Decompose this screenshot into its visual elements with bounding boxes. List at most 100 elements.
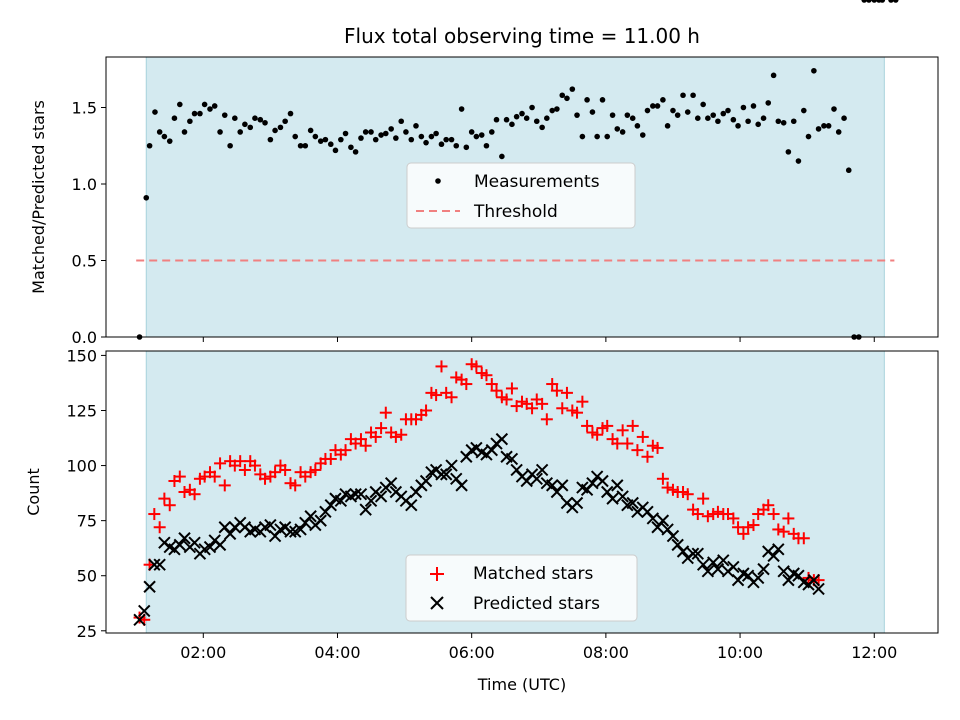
x-tick-label: 02:00 [180, 643, 226, 662]
x-tick-label: 04:00 [314, 643, 360, 662]
predicted-star-point [435, 468, 448, 481]
measurement-point [639, 132, 646, 138]
measurement-point [760, 115, 767, 122]
matched-star-point [500, 393, 513, 406]
matched-star-point [576, 395, 589, 408]
predicted-star-point [223, 527, 237, 541]
ratio-y-tick-label: 0.0 [72, 328, 97, 347]
predicted-star-point [143, 580, 156, 593]
predicted-star-point [188, 536, 201, 549]
measurement-point [327, 141, 334, 148]
matched-star-point [238, 463, 251, 476]
measurement-point [227, 142, 233, 149]
measurement-point [680, 92, 686, 99]
predicted-star-point [530, 472, 543, 485]
measurement-point [664, 123, 671, 129]
predicted-star-point [384, 476, 398, 490]
measurement-point [177, 101, 183, 108]
measurement-point [509, 121, 515, 128]
predicted-star-point [324, 499, 337, 512]
count-y-tick-label: 25 [77, 622, 97, 641]
measurement-point [821, 123, 827, 129]
ratio-panel-frame [105, 56, 939, 338]
matched-star-point [269, 466, 282, 479]
measurement-point [499, 153, 505, 160]
count-y-tick-label: 125 [66, 401, 97, 420]
predicted-star-point [173, 538, 187, 552]
measurement-point [252, 115, 258, 122]
matched-star-point [536, 397, 549, 410]
predicted-star-point [405, 499, 418, 512]
matched-star-point [505, 382, 518, 395]
measurement-point [770, 72, 777, 79]
legend-measurements-label: Measurements [474, 172, 600, 192]
matched-star-point [626, 419, 639, 432]
count-panel-frame [105, 350, 939, 634]
measurement-point [690, 92, 696, 99]
measurement-point [785, 149, 792, 155]
measurement-point [232, 115, 238, 122]
measurement-point [408, 136, 415, 143]
predicted-star-point [203, 540, 217, 554]
measurement-point [423, 139, 429, 146]
predicted-star-point [691, 547, 705, 560]
matched-star-point [661, 481, 674, 494]
measurement-point [765, 100, 772, 106]
measurement-point [428, 133, 435, 140]
predicted-star-point [354, 487, 368, 501]
measurement-point [861, 0, 867, 3]
predicted-star-point [359, 503, 372, 516]
measurement-point [841, 115, 847, 122]
matched-star-point [742, 521, 755, 534]
matched-star-point [691, 508, 704, 521]
x-tick-label: 06:00 [449, 643, 495, 662]
measurement-point [892, 0, 899, 3]
predicted-star-point [666, 529, 680, 543]
predicted-star-point [777, 565, 790, 578]
predicted-star-point [505, 452, 519, 466]
count-panel: 02:00 04:00 06:00 08:00 10:00 12:00 25 50 75 100… [24, 346, 939, 662]
matched-star-point [621, 437, 634, 450]
measurement-point [589, 109, 596, 115]
predicted-star-points [133, 432, 825, 626]
predicted-star-point [751, 571, 765, 585]
predicted-star-point [445, 459, 458, 472]
measurement-point [845, 167, 852, 174]
x-axis-label: Time (UTC) [477, 675, 566, 694]
matched-star-point [375, 422, 388, 435]
matched-star-point [435, 360, 448, 373]
measurement-points [136, 0, 899, 340]
matched-star-point [309, 463, 322, 476]
measurement-point [710, 112, 717, 118]
measurement-point [207, 106, 213, 112]
matched-star-point [214, 457, 227, 470]
matched-star-point [540, 413, 553, 426]
measurement-point [493, 116, 500, 123]
predicted-star-point [586, 476, 599, 490]
measurement-point [513, 113, 520, 120]
measurement-point [579, 133, 586, 140]
predicted-star-point [711, 562, 725, 576]
measurement-point [433, 130, 439, 137]
matched-star-point [279, 463, 292, 476]
predicted-star-point [364, 494, 378, 508]
measurement-point [720, 110, 727, 117]
measurement-point [191, 110, 198, 117]
matched-star-point [354, 433, 367, 446]
count-legend-box [405, 554, 638, 622]
measurement-point [282, 118, 288, 125]
measurement-point [694, 115, 701, 122]
matched-star-point [490, 384, 503, 397]
matched-star-point [762, 499, 775, 512]
predicted-star-point [727, 560, 740, 574]
matched-star-point [450, 371, 463, 384]
predicted-star-point [570, 496, 584, 510]
predicted-star-point [334, 494, 348, 508]
measurement-point [539, 124, 545, 131]
predicted-star-point [178, 532, 191, 545]
ratio-legend: Measurements Threshold [406, 162, 636, 229]
measurement-point [307, 127, 314, 134]
matched-star-point [188, 488, 201, 501]
measurement-point [171, 115, 178, 122]
predicted-star-point [686, 547, 700, 560]
